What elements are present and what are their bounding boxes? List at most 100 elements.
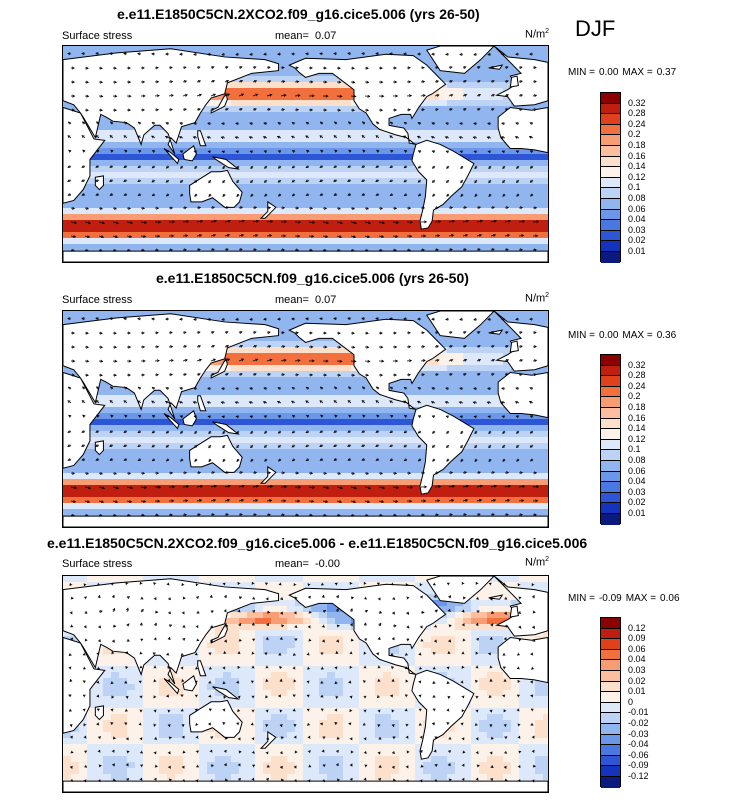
- shade-cell: [175, 419, 184, 426]
- shade-cell: [519, 220, 528, 227]
- shade-cell: [287, 76, 296, 83]
- shade-cell: [407, 503, 416, 510]
- shade-cell: [239, 419, 248, 426]
- shade-cell: [143, 311, 152, 318]
- vector-arrow: [336, 80, 342, 84]
- shade-cell: [247, 46, 256, 53]
- shade-cell: [215, 244, 224, 251]
- shade-cell: [175, 473, 184, 480]
- shade-cell: [399, 184, 408, 191]
- shade-cell: [183, 461, 192, 468]
- shade-cell: [127, 160, 136, 167]
- shade-cell: [455, 497, 464, 504]
- shade-cell: [519, 419, 528, 426]
- shade-cell: [127, 473, 136, 480]
- shade-cell: [127, 491, 136, 498]
- shade-cell: [199, 124, 208, 131]
- shade-cell: [199, 154, 208, 161]
- shade-cell: [511, 479, 520, 486]
- vector-arrow: [488, 193, 492, 197]
- shade-cell: [287, 238, 296, 245]
- vector-arrow: [518, 234, 525, 238]
- variable-label: Surface stress: [62, 294, 133, 306]
- shade-cell: [311, 88, 320, 95]
- vector-arrow: [277, 52, 282, 56]
- shade-cell: [151, 154, 160, 161]
- vector-arrow: [487, 52, 492, 56]
- shade-cell: [303, 154, 312, 161]
- shade-cell: [279, 208, 288, 215]
- shade-cell: [87, 178, 96, 185]
- shade-cell: [479, 70, 488, 77]
- shade-cell: [367, 479, 376, 486]
- shade-cell: [255, 479, 264, 486]
- shade-cell: [311, 178, 320, 185]
- shade-cell: [231, 148, 240, 155]
- vector-arrow: [123, 52, 128, 56]
- shade-cell: [231, 160, 240, 167]
- shade-cell: [375, 130, 384, 137]
- vector-arrow: [137, 121, 142, 125]
- shade-cell: [319, 82, 328, 89]
- shade-cell: [327, 190, 336, 197]
- shade-cell: [519, 443, 528, 450]
- shade-cell: [255, 383, 264, 390]
- shade-cell: [239, 449, 248, 456]
- shade-cell: [215, 136, 224, 143]
- shade-cell: [351, 497, 360, 504]
- shade-cell: [183, 431, 192, 438]
- shade-cell: [199, 112, 208, 119]
- shade-cell: [343, 46, 352, 53]
- vector-arrow: [462, 66, 467, 69]
- shade-cell: [95, 226, 104, 233]
- shade-cell: [527, 461, 536, 468]
- vector-arrow: [305, 165, 310, 169]
- shade-cell: [295, 419, 304, 426]
- shade-cell: [271, 220, 280, 227]
- vector-arrow: [182, 234, 189, 238]
- vector-arrow: [168, 248, 173, 252]
- shade-cell: [327, 160, 336, 167]
- shade-cell: [199, 497, 208, 504]
- shade-cell: [103, 431, 112, 438]
- shade-cell: [239, 46, 248, 53]
- shade-cell: [455, 208, 464, 215]
- shade-cell: [343, 389, 352, 396]
- shade-cell: [415, 509, 424, 516]
- min-value: 0.00: [598, 67, 619, 78]
- shade-cell: [415, 395, 424, 402]
- shade-cell: [103, 395, 112, 402]
- shade-cell: [247, 196, 256, 203]
- mean-value: 0.07: [314, 294, 337, 306]
- shade-cell: [103, 473, 112, 480]
- shade-cell: [159, 425, 168, 432]
- shade-cell: [143, 449, 152, 456]
- shade-cell: [439, 389, 448, 396]
- vector-arrow: [504, 108, 509, 111]
- shade-cell: [431, 220, 440, 227]
- shade-cell: [127, 214, 136, 221]
- shade-cell: [415, 196, 424, 203]
- shade-cell: [207, 112, 216, 119]
- shade-cell: [327, 130, 336, 137]
- shade-cell: [383, 160, 392, 167]
- vector-arrow: [140, 248, 145, 252]
- shade-cell: [191, 395, 200, 402]
- shade-cell: [303, 214, 312, 221]
- shade-cell: [159, 449, 168, 456]
- colorbar-tick-label: 0.04: [628, 214, 646, 225]
- shade-cell: [215, 154, 224, 161]
- shade-cell: [511, 443, 520, 450]
- shade-cell: [423, 112, 432, 119]
- mean-readout: mean= 0.07: [275, 294, 336, 306]
- colorbar-swatch: [601, 418, 620, 430]
- shade-cell: [519, 166, 528, 173]
- shade-cell: [479, 509, 488, 516]
- shade-cell: [383, 220, 392, 227]
- shade-cell: [495, 94, 504, 101]
- shade-cell: [191, 136, 200, 143]
- map-canvas: [63, 46, 548, 262]
- shade-cell: [143, 160, 152, 167]
- shade-cell: [87, 214, 96, 221]
- shade-cell: [119, 142, 128, 149]
